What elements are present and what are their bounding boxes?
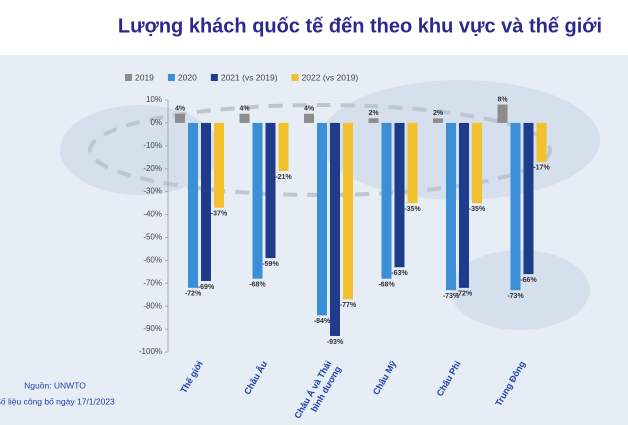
bar [407, 122, 418, 204]
bar [381, 122, 392, 279]
value-label: -63% [391, 270, 408, 277]
value-label: 4% [304, 106, 315, 113]
value-label: -59% [262, 261, 279, 268]
bar [214, 122, 224, 208]
bar [446, 122, 456, 291]
legend-label: 2019 [135, 72, 154, 82]
value-label: -72% [456, 291, 473, 298]
value-label: -93% [327, 339, 344, 346]
y-tick-label: 0% [150, 118, 162, 127]
y-tick-label: -90% [143, 324, 162, 333]
bar [330, 122, 340, 336]
bar [265, 122, 276, 259]
bar [239, 113, 250, 123]
bar [472, 122, 482, 204]
value-label: 2% [433, 110, 444, 117]
value-label: -84% [314, 318, 331, 325]
bar [175, 113, 185, 123]
legend-swatch [210, 74, 218, 81]
value-label: -73% [443, 293, 460, 300]
value-label: 4% [175, 106, 186, 113]
bar [188, 122, 198, 288]
legend-label: 2020 [178, 72, 197, 82]
y-tick-label: 10% [146, 95, 162, 104]
y-tick-label: -80% [143, 301, 162, 310]
bar [433, 118, 443, 123]
value-label: -66% [520, 277, 537, 284]
value-label: -68% [249, 282, 266, 289]
map-shape [60, 105, 220, 195]
source-note: Nguồn: UNWTO [24, 380, 86, 390]
y-tick-label: -50% [143, 233, 162, 242]
y-tick-label: -40% [143, 210, 162, 219]
y-tick-label: -30% [143, 187, 162, 196]
bar [510, 122, 521, 291]
y-tick-label: -10% [143, 141, 162, 150]
y-tick-label: -20% [143, 164, 162, 173]
legend-label: 2021 (vs 2019) [221, 72, 278, 82]
value-label: -21% [275, 174, 292, 181]
value-label: 4% [239, 106, 250, 113]
bar [536, 122, 547, 162]
bar [459, 122, 469, 288]
bar [201, 122, 211, 281]
bar [343, 122, 353, 300]
value-label: -35% [404, 206, 421, 213]
value-label: -37% [211, 211, 228, 218]
bar [304, 113, 314, 123]
y-tick-label: -100% [139, 347, 162, 356]
value-label: -35% [469, 206, 486, 213]
date-note: Số liệu công bố ngày 17/1/2023 [0, 396, 115, 406]
bar [523, 122, 534, 275]
value-label: -69% [198, 284, 215, 291]
bar [278, 122, 289, 172]
bar [394, 122, 405, 268]
bar [317, 122, 327, 316]
bar [497, 104, 508, 123]
legend-swatch [167, 74, 175, 81]
bar [368, 118, 379, 123]
chart-title: Lượng khách quốc tế đến theo khu vực và … [118, 15, 602, 37]
bar [252, 122, 263, 279]
value-label: -77% [340, 302, 357, 309]
value-label: -68% [378, 282, 395, 289]
legend-label: 2022 (vs 2019) [302, 72, 359, 82]
value-label: -73% [507, 293, 524, 300]
y-tick-label: -60% [143, 255, 162, 264]
y-tick-label: -70% [143, 278, 162, 287]
legend-swatch [291, 74, 299, 81]
value-label: -17% [533, 165, 550, 172]
legend-swatch [125, 74, 132, 81]
value-label: -72% [185, 291, 202, 298]
value-label: 8% [497, 96, 508, 103]
value-label: 2% [368, 110, 379, 117]
